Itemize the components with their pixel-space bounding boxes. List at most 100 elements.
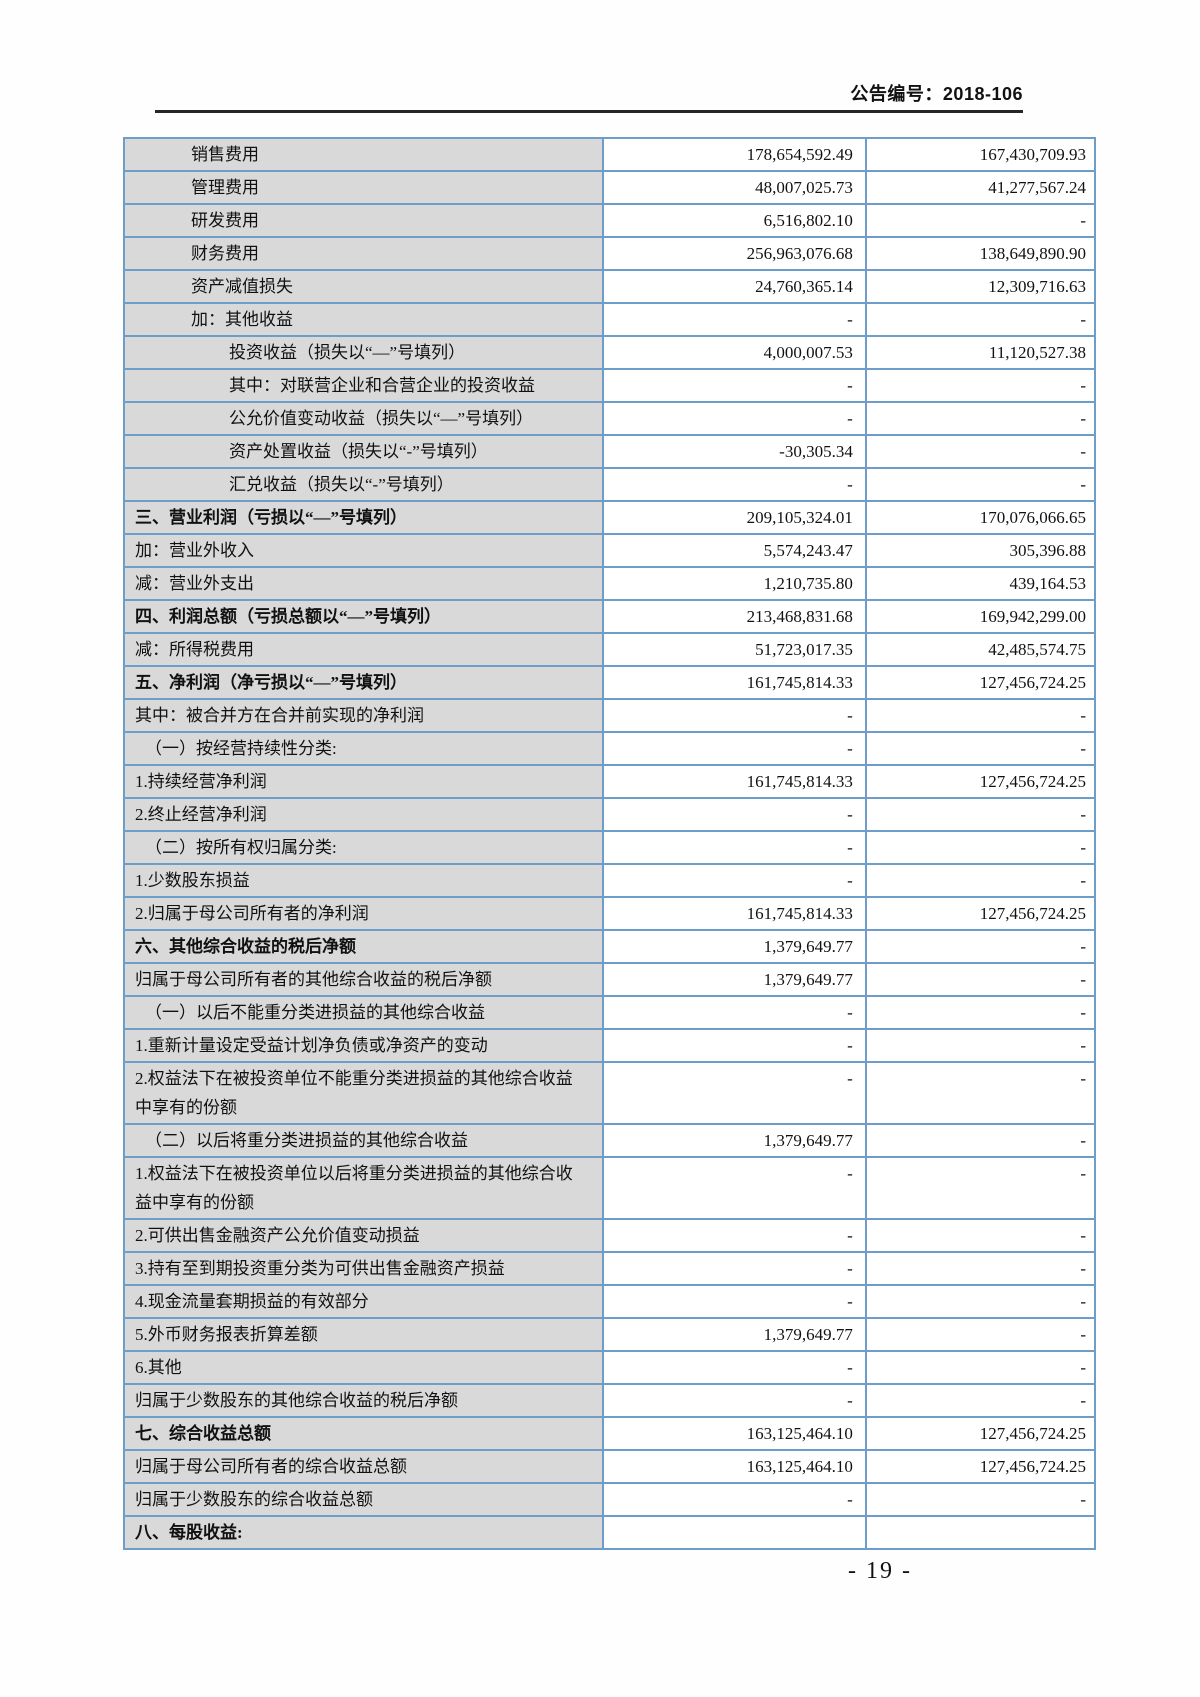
- row-label: 五、净利润（净亏损以“—”号填列）: [123, 665, 604, 700]
- table-row: 归属于少数股东的综合收益总额 - -: [123, 1482, 1097, 1517]
- header-divider: [155, 110, 1023, 113]
- row-label: 归属于母公司所有者的其他综合收益的税后净额: [123, 962, 604, 997]
- table-row: 归属于少数股东的其他综合收益的税后净额 - -: [123, 1383, 1097, 1418]
- amount-current: -30,305.34: [601, 434, 867, 469]
- amount-prior: -: [864, 995, 1097, 1030]
- row-label: （二）按所有权归属分类:: [123, 830, 604, 865]
- table-row: 其中：被合并方在合并前实现的净利润 - -: [123, 698, 1097, 733]
- amount-prior: 127,456,724.25: [864, 1416, 1097, 1451]
- amount-current: -: [601, 797, 867, 832]
- row-label: 减：营业外支出: [123, 566, 604, 601]
- row-label: 5.外币财务报表折算差额: [123, 1317, 604, 1352]
- row-label: （一）按经营持续性分类:: [123, 731, 604, 766]
- amount-prior: -: [864, 203, 1097, 238]
- row-label: 1.权益法下在被投资单位以后将重分类进损益的其他综合收益中享有的份额: [123, 1156, 604, 1220]
- amount-current: -: [601, 1251, 867, 1286]
- table-row: 2.归属于母公司所有者的净利润 161,745,814.33 127,456,7…: [123, 896, 1097, 931]
- amount-prior: -: [864, 731, 1097, 766]
- row-label: 三、营业利润（亏损以“—”号填列）: [123, 500, 604, 535]
- table-row: 五、净利润（净亏损以“—”号填列） 161,745,814.33 127,456…: [123, 665, 1097, 700]
- row-label: 其中：被合并方在合并前实现的净利润: [123, 698, 604, 733]
- row-label: 资产处置收益（损失以“-”号填列）: [123, 434, 604, 469]
- row-label: 归属于少数股东的其他综合收益的税后净额: [123, 1383, 604, 1418]
- table-row: （二）以后将重分类进损益的其他综合收益 1,379,649.77 -: [123, 1123, 1097, 1158]
- amount-current: 1,379,649.77: [601, 929, 867, 964]
- table-row: 公允价值变动收益（损失以“—”号填列） - -: [123, 401, 1097, 436]
- amount-prior: -: [864, 1251, 1097, 1286]
- amount-current: -: [601, 731, 867, 766]
- amount-prior: 11,120,527.38: [864, 335, 1097, 370]
- amount-current: 213,468,831.68: [601, 599, 867, 634]
- row-label: 公允价值变动收益（损失以“—”号填列）: [123, 401, 604, 436]
- table-row: 财务费用 256,963,076.68 138,649,890.90: [123, 236, 1097, 271]
- table-row: 1.重新计量设定受益计划净负债或净资产的变动 - -: [123, 1028, 1097, 1063]
- row-label: （一）以后不能重分类进损益的其他综合收益: [123, 995, 604, 1030]
- row-label: 资产减值损失: [123, 269, 604, 304]
- amount-prior: 170,076,066.65: [864, 500, 1097, 535]
- table-row: 2.终止经营净利润 - -: [123, 797, 1097, 832]
- amount-prior: -: [864, 1218, 1097, 1253]
- amount-current: -: [601, 1284, 867, 1319]
- row-label: 1.少数股东损益: [123, 863, 604, 898]
- row-label: 六、其他综合收益的税后净额: [123, 929, 604, 964]
- amount-current: 1,379,649.77: [601, 1123, 867, 1158]
- amount-prior: -: [864, 434, 1097, 469]
- amount-prior: 127,456,724.25: [864, 764, 1097, 799]
- row-label: 6.其他: [123, 1350, 604, 1385]
- row-label: 投资收益（损失以“—”号填列）: [123, 335, 604, 370]
- row-label: 七、综合收益总额: [123, 1416, 604, 1451]
- amount-prior: -: [864, 1123, 1097, 1158]
- table-row: 加：营业外收入 5,574,243.47 305,396.88: [123, 533, 1097, 568]
- amount-prior: -: [864, 1383, 1097, 1418]
- amount-prior: -: [864, 863, 1097, 898]
- amount-current: 178,654,592.49: [601, 137, 867, 172]
- statement-table-body: 销售费用 178,654,592.49 167,430,709.93 管理费用 …: [123, 137, 1097, 1550]
- table-row: 归属于母公司所有者的其他综合收益的税后净额 1,379,649.77 -: [123, 962, 1097, 997]
- amount-prior: -: [864, 302, 1097, 337]
- table-row: 5.外币财务报表折算差额 1,379,649.77 -: [123, 1317, 1097, 1352]
- statement-table: 销售费用 178,654,592.49 167,430,709.93 管理费用 …: [123, 137, 1097, 1550]
- amount-prior: -: [864, 962, 1097, 997]
- amount-prior: 127,456,724.25: [864, 1449, 1097, 1484]
- table-row: 4.现金流量套期损益的有效部分 - -: [123, 1284, 1097, 1319]
- amount-prior: 138,649,890.90: [864, 236, 1097, 271]
- amount-prior: -: [864, 467, 1097, 502]
- table-row: 减：营业外支出 1,210,735.80 439,164.53: [123, 566, 1097, 601]
- row-label: 4.现金流量套期损益的有效部分: [123, 1284, 604, 1319]
- table-row: 三、营业利润（亏损以“—”号填列） 209,105,324.01 170,076…: [123, 500, 1097, 535]
- table-row: 1.少数股东损益 - -: [123, 863, 1097, 898]
- amount-current: -: [601, 467, 867, 502]
- row-label: 加：营业外收入: [123, 533, 604, 568]
- table-row: 其中：对联营企业和合营企业的投资收益 - -: [123, 368, 1097, 403]
- row-label: 归属于少数股东的综合收益总额: [123, 1482, 604, 1517]
- table-row: 八、每股收益:: [123, 1515, 1097, 1550]
- table-row: 七、综合收益总额 163,125,464.10 127,456,724.25: [123, 1416, 1097, 1451]
- amount-current: -: [601, 1061, 867, 1125]
- amount-prior: -: [864, 698, 1097, 733]
- amount-current: -: [601, 698, 867, 733]
- amount-current: 1,379,649.77: [601, 1317, 867, 1352]
- amount-current: 161,745,814.33: [601, 764, 867, 799]
- amount-current: 4,000,007.53: [601, 335, 867, 370]
- row-label: 财务费用: [123, 236, 604, 271]
- amount-prior: -: [864, 929, 1097, 964]
- table-row: 减：所得税费用 51,723,017.35 42,485,574.75: [123, 632, 1097, 667]
- row-label: 2.归属于母公司所有者的净利润: [123, 896, 604, 931]
- row-label: 汇兑收益（损失以“-”号填列）: [123, 467, 604, 502]
- amount-current: 163,125,464.10: [601, 1416, 867, 1451]
- table-row: 资产减值损失 24,760,365.14 12,309,716.63: [123, 269, 1097, 304]
- amount-current: -: [601, 401, 867, 436]
- row-label: 1.持续经营净利润: [123, 764, 604, 799]
- row-label: 四、利润总额（亏损总额以“—”号填列）: [123, 599, 604, 634]
- amount-current: 6,516,802.10: [601, 203, 867, 238]
- amount-current: -: [601, 1218, 867, 1253]
- amount-prior: -: [864, 1350, 1097, 1385]
- table-row: 六、其他综合收益的税后净额 1,379,649.77 -: [123, 929, 1097, 964]
- amount-current: -: [601, 995, 867, 1030]
- amount-prior: 42,485,574.75: [864, 632, 1097, 667]
- table-row: 加：其他收益 - -: [123, 302, 1097, 337]
- amount-prior: -: [864, 401, 1097, 436]
- amount-prior: 127,456,724.25: [864, 896, 1097, 931]
- row-label: 1.重新计量设定受益计划净负债或净资产的变动: [123, 1028, 604, 1063]
- amount-prior: 41,277,567.24: [864, 170, 1097, 205]
